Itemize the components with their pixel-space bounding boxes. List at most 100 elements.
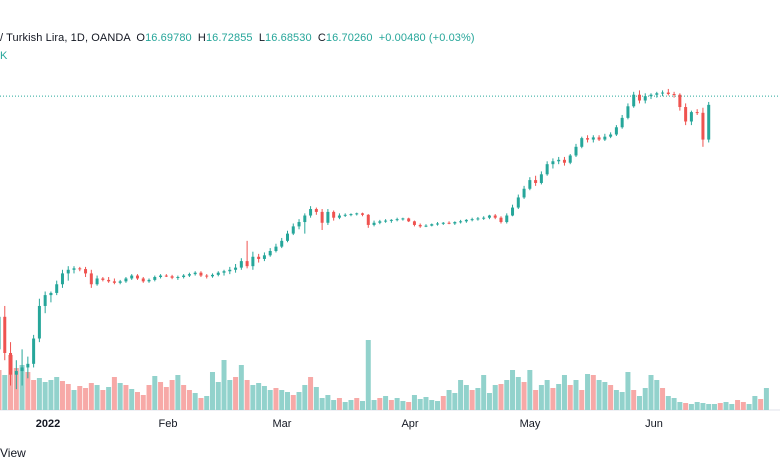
candle-body — [216, 272, 220, 275]
volume-bar — [152, 376, 158, 410]
candle-body — [666, 92, 670, 94]
candle — [343, 213, 347, 217]
candle — [112, 278, 116, 285]
candle — [424, 224, 428, 228]
candle-body — [124, 278, 128, 282]
candle — [493, 214, 497, 220]
candle-body — [32, 338, 36, 364]
candle — [707, 101, 711, 143]
candle — [3, 305, 7, 361]
candle-body — [291, 226, 295, 234]
candle-body — [366, 214, 370, 225]
candle-body — [436, 223, 440, 225]
candle — [516, 194, 520, 210]
volume-bar — [158, 382, 164, 410]
volume-bar — [302, 385, 308, 410]
volume-bar — [619, 392, 625, 410]
volume-bar — [0, 370, 2, 410]
candle — [436, 222, 440, 226]
candle-body — [516, 197, 520, 208]
x-tick-label: Feb — [158, 418, 178, 430]
candle-body — [655, 93, 659, 95]
volume-bar — [331, 400, 337, 410]
candle — [378, 219, 382, 225]
volume-bar — [204, 396, 210, 410]
volume-bar — [77, 386, 83, 410]
candle-body — [661, 92, 665, 94]
x-tick-label: Apr — [401, 418, 419, 430]
candle — [43, 291, 47, 314]
candle — [637, 90, 641, 104]
candle-body — [482, 217, 486, 219]
candle-body — [55, 284, 59, 293]
candle — [695, 109, 699, 115]
volume-bar — [636, 396, 642, 410]
volume-bar — [123, 385, 129, 410]
candle-body — [632, 94, 636, 107]
volume-bar — [435, 401, 441, 410]
candle-body — [637, 94, 641, 101]
volume-bar — [481, 375, 487, 410]
candle — [309, 206, 313, 218]
volume-bar — [336, 398, 342, 410]
candle — [95, 275, 99, 286]
candle-body — [505, 215, 509, 223]
candle-body — [591, 137, 595, 140]
candle-body — [0, 316, 1, 350]
candle-body — [297, 222, 301, 227]
candle — [684, 103, 688, 126]
candle — [124, 277, 128, 283]
volume-bar — [31, 380, 37, 410]
candle-body — [78, 268, 82, 270]
candle-body — [14, 371, 18, 375]
volume-bar — [267, 390, 273, 410]
candle-body — [493, 215, 497, 218]
candle — [539, 171, 543, 185]
view-link[interactable]: View — [0, 446, 26, 460]
volume-bar — [342, 402, 348, 410]
volume-bar — [106, 387, 112, 410]
candle — [337, 213, 341, 220]
volume-bar — [48, 380, 54, 410]
candle-body — [210, 274, 214, 277]
candle — [453, 221, 457, 225]
candle-body — [476, 218, 480, 220]
candle-body — [557, 159, 561, 162]
candle-body — [49, 292, 53, 296]
candle-body — [568, 155, 572, 163]
candle-body — [187, 274, 191, 276]
candle-body — [539, 174, 543, 183]
volume-bar — [440, 396, 446, 410]
candle-body — [222, 271, 226, 273]
candle-body — [274, 246, 278, 251]
volume-bar — [256, 383, 262, 410]
candle-body — [228, 269, 232, 272]
volume-bar — [383, 396, 389, 410]
candle — [620, 114, 624, 129]
candle-body — [84, 269, 88, 274]
candle-body — [326, 211, 330, 223]
candle — [193, 271, 197, 276]
candle — [609, 132, 613, 139]
candle — [482, 216, 486, 220]
volume-bar — [308, 377, 314, 410]
candle — [430, 223, 434, 227]
candle-body — [343, 214, 347, 216]
candle — [66, 266, 70, 281]
candle — [366, 214, 370, 228]
volume-bar — [486, 393, 492, 410]
candle-body — [562, 159, 566, 163]
volume-bar — [319, 398, 325, 410]
volume-bar — [706, 404, 712, 410]
volume-bar — [377, 398, 383, 410]
volume-bar — [198, 398, 204, 410]
candle-body — [384, 220, 388, 222]
candle-body — [262, 255, 266, 259]
candle-body — [193, 272, 197, 275]
candle-body — [60, 273, 64, 285]
candle — [666, 88, 670, 96]
candle-body — [234, 267, 238, 270]
candle — [26, 356, 30, 379]
